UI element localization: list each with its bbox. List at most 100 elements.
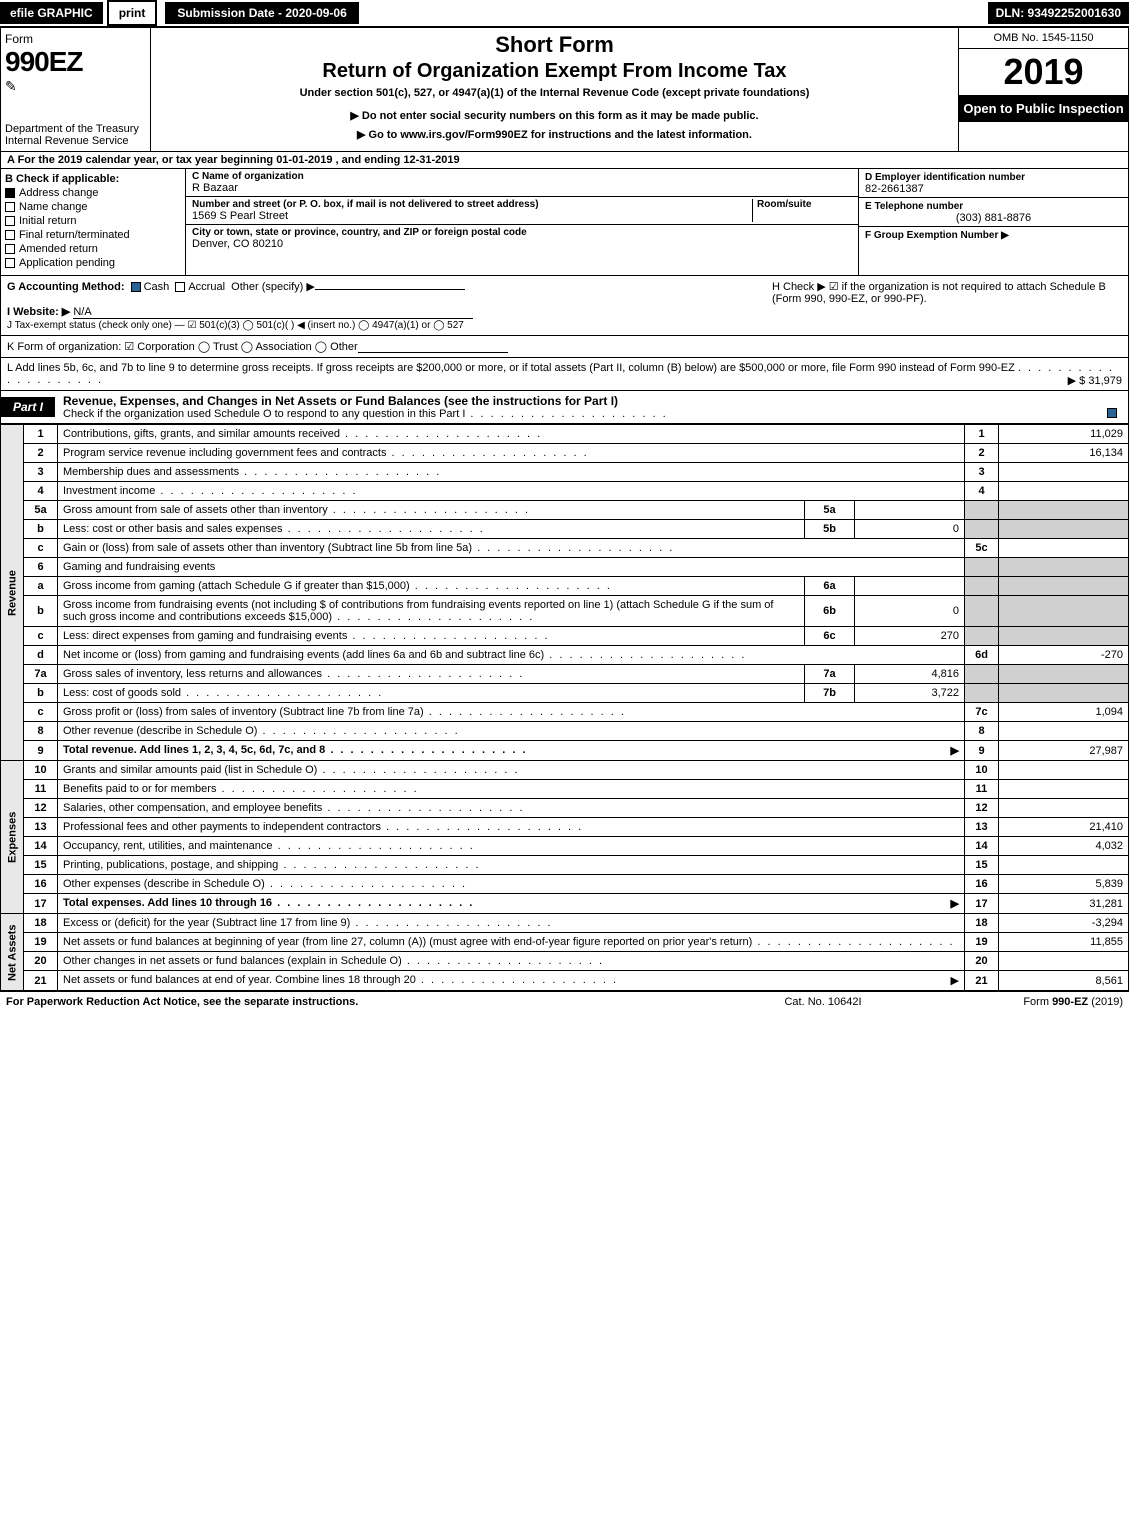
table-row: 2Program service revenue including gover… <box>1 444 1129 463</box>
line-number: 16 <box>24 875 58 894</box>
line-number: 2 <box>24 444 58 463</box>
line-amount <box>999 539 1129 558</box>
line-desc: Gross income from fundraising events (no… <box>58 596 805 627</box>
line-desc: Less: cost or other basis and sales expe… <box>58 520 805 539</box>
section-label: Revenue <box>1 425 24 761</box>
table-row: 17Total expenses. Add lines 10 through 1… <box>1 894 1129 914</box>
line-number: 17 <box>24 894 58 914</box>
line-number: 18 <box>24 914 58 933</box>
line-ref: 15 <box>965 856 999 875</box>
table-row: 13Professional fees and other payments t… <box>1 818 1129 837</box>
checkbox[interactable] <box>5 202 15 212</box>
line-ref: 16 <box>965 875 999 894</box>
checkbox[interactable] <box>5 188 15 198</box>
line-desc: Other expenses (describe in Schedule O) <box>58 875 965 894</box>
amt-gray <box>999 558 1129 577</box>
org-address: 1569 S Pearl Street <box>192 210 752 222</box>
inner-ref: 7b <box>805 684 855 703</box>
checkbox[interactable] <box>5 258 15 268</box>
line-desc: Gross amount from sale of assets other t… <box>58 501 805 520</box>
ref-gray <box>965 577 999 596</box>
line-ref: 1 <box>965 425 999 444</box>
inner-ref: 6b <box>805 596 855 627</box>
line-ref: 20 <box>965 952 999 971</box>
omb-number: OMB No. 1545-1150 <box>959 28 1128 49</box>
inner-ref: 5b <box>805 520 855 539</box>
line-number: 11 <box>24 780 58 799</box>
line-desc: Other changes in net assets or fund bala… <box>58 952 965 971</box>
checkbox[interactable] <box>5 230 15 240</box>
table-row: 19Net assets or fund balances at beginni… <box>1 933 1129 952</box>
line-number: 8 <box>24 722 58 741</box>
line-amount: 31,281 <box>999 894 1129 914</box>
inner-ref: 7a <box>805 665 855 684</box>
line-g-label: G Accounting Method: <box>7 281 125 293</box>
group-exempt-label: F Group Exemption Number ▶ <box>865 230 1009 241</box>
ein-value: 82-2661387 <box>865 183 924 195</box>
checkbox-label: Name change <box>19 201 88 213</box>
checkbox[interactable] <box>5 216 15 226</box>
line-desc: Salaries, other compensation, and employ… <box>58 799 965 818</box>
line-amount: -3,294 <box>999 914 1129 933</box>
part1-checkbox[interactable] <box>1107 408 1117 418</box>
line-desc: Net income or (loss) from gaming and fun… <box>58 646 965 665</box>
table-row: aGross income from gaming (attach Schedu… <box>1 577 1129 596</box>
room-label: Room/suite <box>757 199 852 210</box>
line-k: K Form of organization: ☑ Corporation ◯ … <box>7 340 358 353</box>
line-ref: 13 <box>965 818 999 837</box>
line-number: b <box>24 684 58 703</box>
line-amount <box>999 856 1129 875</box>
info-block: B Check if applicable: Address change Nam… <box>0 169 1129 276</box>
org-name: R Bazaar <box>192 182 852 194</box>
table-row: 16Other expenses (describe in Schedule O… <box>1 875 1129 894</box>
part1-title-text: Revenue, Expenses, and Changes in Net As… <box>63 394 618 408</box>
line-amount: 16,134 <box>999 444 1129 463</box>
table-row: Revenue1Contributions, gifts, grants, an… <box>1 425 1129 444</box>
line-number: 7a <box>24 665 58 684</box>
amt-gray <box>999 596 1129 627</box>
line-number: 21 <box>24 971 58 991</box>
line-number: b <box>24 596 58 627</box>
addr-label: Number and street (or P. O. box, if mail… <box>192 199 752 210</box>
inner-amount: 270 <box>855 627 965 646</box>
line-desc: Gross income from gaming (attach Schedul… <box>58 577 805 596</box>
table-row: 7aGross sales of inventory, less returns… <box>1 665 1129 684</box>
table-row: cGain or (loss) from sale of assets othe… <box>1 539 1129 558</box>
submission-date: Submission Date - 2020-09-06 <box>165 2 358 24</box>
line-desc: Net assets or fund balances at end of ye… <box>58 971 965 991</box>
line-ref: 4 <box>965 482 999 501</box>
line-ref: 8 <box>965 722 999 741</box>
line-amount: -270 <box>999 646 1129 665</box>
checkbox[interactable] <box>5 244 15 254</box>
line-ref: 11 <box>965 780 999 799</box>
checkbox-line: Address change <box>5 187 181 199</box>
subtitle-section: Under section 501(c), 527, or 4947(a)(1)… <box>159 87 950 99</box>
line-number: 3 <box>24 463 58 482</box>
table-row: 4Investment income4 <box>1 482 1129 501</box>
line-desc: Gain or (loss) from sale of assets other… <box>58 539 965 558</box>
amt-gray <box>999 520 1129 539</box>
print-button[interactable]: print <box>107 0 158 26</box>
inner-amount: 3,722 <box>855 684 965 703</box>
checkbox-line: Application pending <box>5 257 181 269</box>
line-desc: Gross sales of inventory, less returns a… <box>58 665 805 684</box>
inner-amount: 4,816 <box>855 665 965 684</box>
cash-checkbox[interactable] <box>131 282 141 292</box>
line-desc: Benefits paid to or for members <box>58 780 965 799</box>
line-desc: Total expenses. Add lines 10 through 16 … <box>58 894 965 914</box>
row-k: K Form of organization: ☑ Corporation ◯ … <box>0 336 1129 358</box>
ref-gray <box>965 520 999 539</box>
accrual-checkbox[interactable] <box>175 282 185 292</box>
box-b-label: B Check if applicable: <box>5 173 181 185</box>
org-city: Denver, CO 80210 <box>192 238 852 250</box>
table-row: bLess: cost or other basis and sales exp… <box>1 520 1129 539</box>
checkbox-line: Amended return <box>5 243 181 255</box>
irs: Internal Revenue Service <box>5 135 146 147</box>
section-label: Expenses <box>1 761 24 914</box>
line-number: 14 <box>24 837 58 856</box>
row-gh: G Accounting Method: Cash Accrual Other … <box>0 276 1129 336</box>
checkbox-label: Address change <box>19 187 99 199</box>
table-row: 12Salaries, other compensation, and empl… <box>1 799 1129 818</box>
footer-mid: Cat. No. 10642I <box>723 996 923 1008</box>
footer-left: For Paperwork Reduction Act Notice, see … <box>6 996 723 1008</box>
